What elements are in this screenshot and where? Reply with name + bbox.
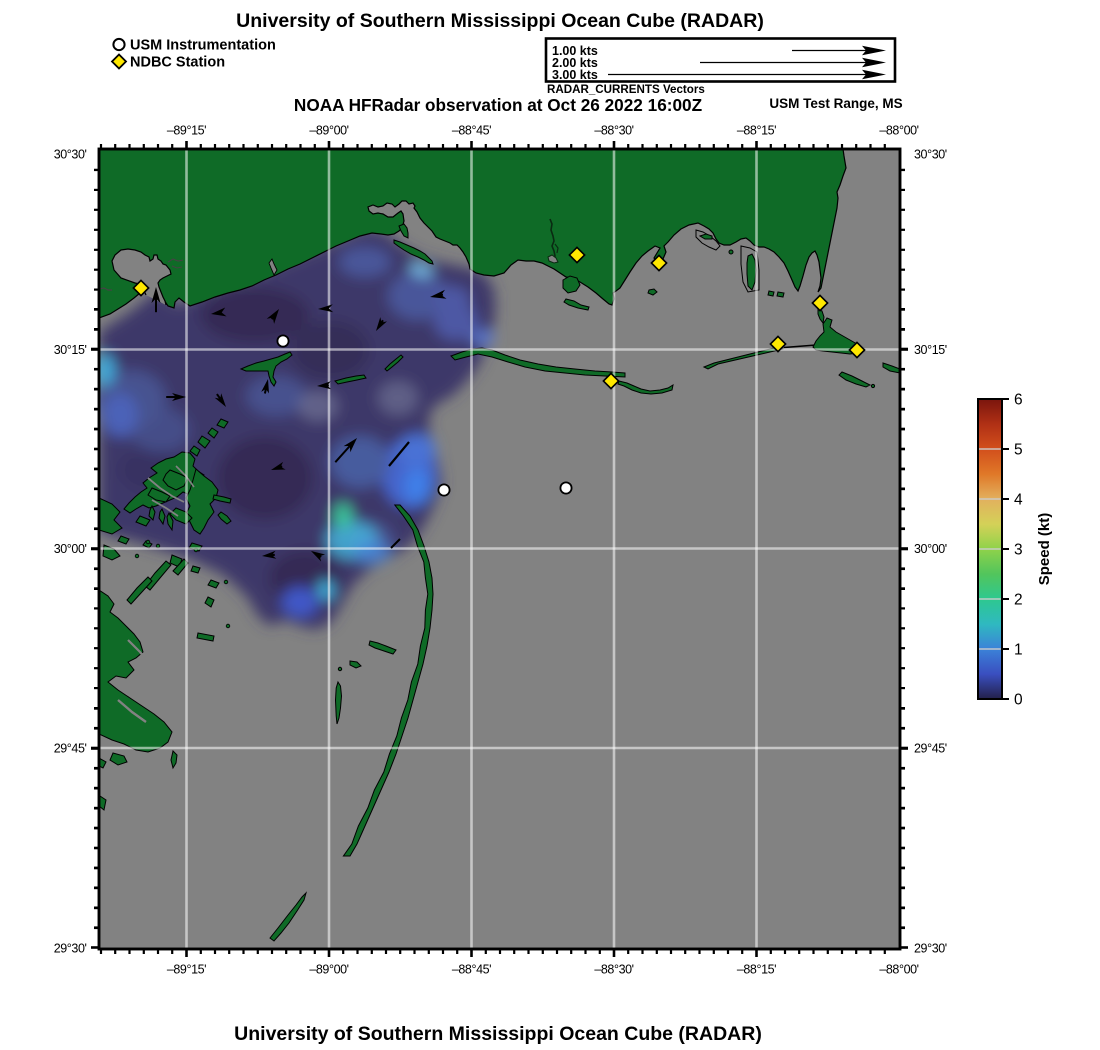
svg-text:–88°15': –88°15' (737, 124, 776, 138)
svg-text:2.00 kts: 2.00 kts (552, 56, 598, 70)
svg-text:USM Test Range, MS: USM Test Range, MS (769, 96, 902, 111)
svg-text:29°30': 29°30' (54, 942, 87, 956)
svg-text:University of Southern Mississ: University of Southern Mississippi Ocean… (236, 10, 764, 32)
svg-text:1: 1 (1014, 642, 1023, 659)
svg-text:30°00': 30°00' (54, 542, 87, 556)
svg-text:30°30': 30°30' (54, 148, 87, 162)
svg-text:–88°45': –88°45' (452, 963, 491, 977)
svg-text:–88°15': –88°15' (737, 963, 776, 977)
svg-text:3.00 kts: 3.00 kts (552, 68, 598, 82)
svg-text:3: 3 (1014, 542, 1023, 559)
svg-text:29°45': 29°45' (914, 742, 947, 756)
svg-text:RADAR_CURRENTS Vectors: RADAR_CURRENTS Vectors (547, 83, 705, 96)
svg-text:–88°00': –88°00' (879, 124, 918, 138)
svg-text:29°45': 29°45' (54, 742, 87, 756)
svg-text:30°00': 30°00' (914, 542, 947, 556)
svg-text:NOAA HFRadar observation at Oc: NOAA HFRadar observation at Oct 26 2022 … (294, 95, 702, 115)
svg-text:30°15': 30°15' (914, 343, 947, 357)
svg-text:–89°00': –89°00' (309, 124, 348, 138)
svg-text:0: 0 (1014, 692, 1023, 709)
svg-text:–88°30': –88°30' (594, 124, 633, 138)
svg-text:University of Southern Mississ: University of Southern Mississippi Ocean… (234, 1023, 762, 1045)
svg-text:4: 4 (1014, 492, 1023, 509)
svg-text:NDBC Station: NDBC Station (130, 55, 225, 71)
svg-text:5: 5 (1014, 442, 1023, 459)
svg-text:–89°15': –89°15' (167, 963, 206, 977)
svg-text:1.00 kts: 1.00 kts (552, 44, 598, 58)
svg-text:USM Instrumentation: USM Instrumentation (130, 38, 276, 54)
svg-text:30°30': 30°30' (914, 148, 947, 162)
svg-text:Speed (kt): Speed (kt) (1036, 513, 1053, 586)
svg-text:–89°00': –89°00' (309, 963, 348, 977)
svg-text:29°30': 29°30' (914, 942, 947, 956)
svg-text:6: 6 (1014, 392, 1023, 409)
svg-text:–89°15': –89°15' (167, 124, 206, 138)
svg-text:30°15': 30°15' (54, 343, 87, 357)
svg-text:2: 2 (1014, 592, 1023, 609)
svg-text:–88°00': –88°00' (879, 963, 918, 977)
svg-text:–88°45': –88°45' (452, 124, 491, 138)
svg-text:–88°30': –88°30' (594, 963, 633, 977)
